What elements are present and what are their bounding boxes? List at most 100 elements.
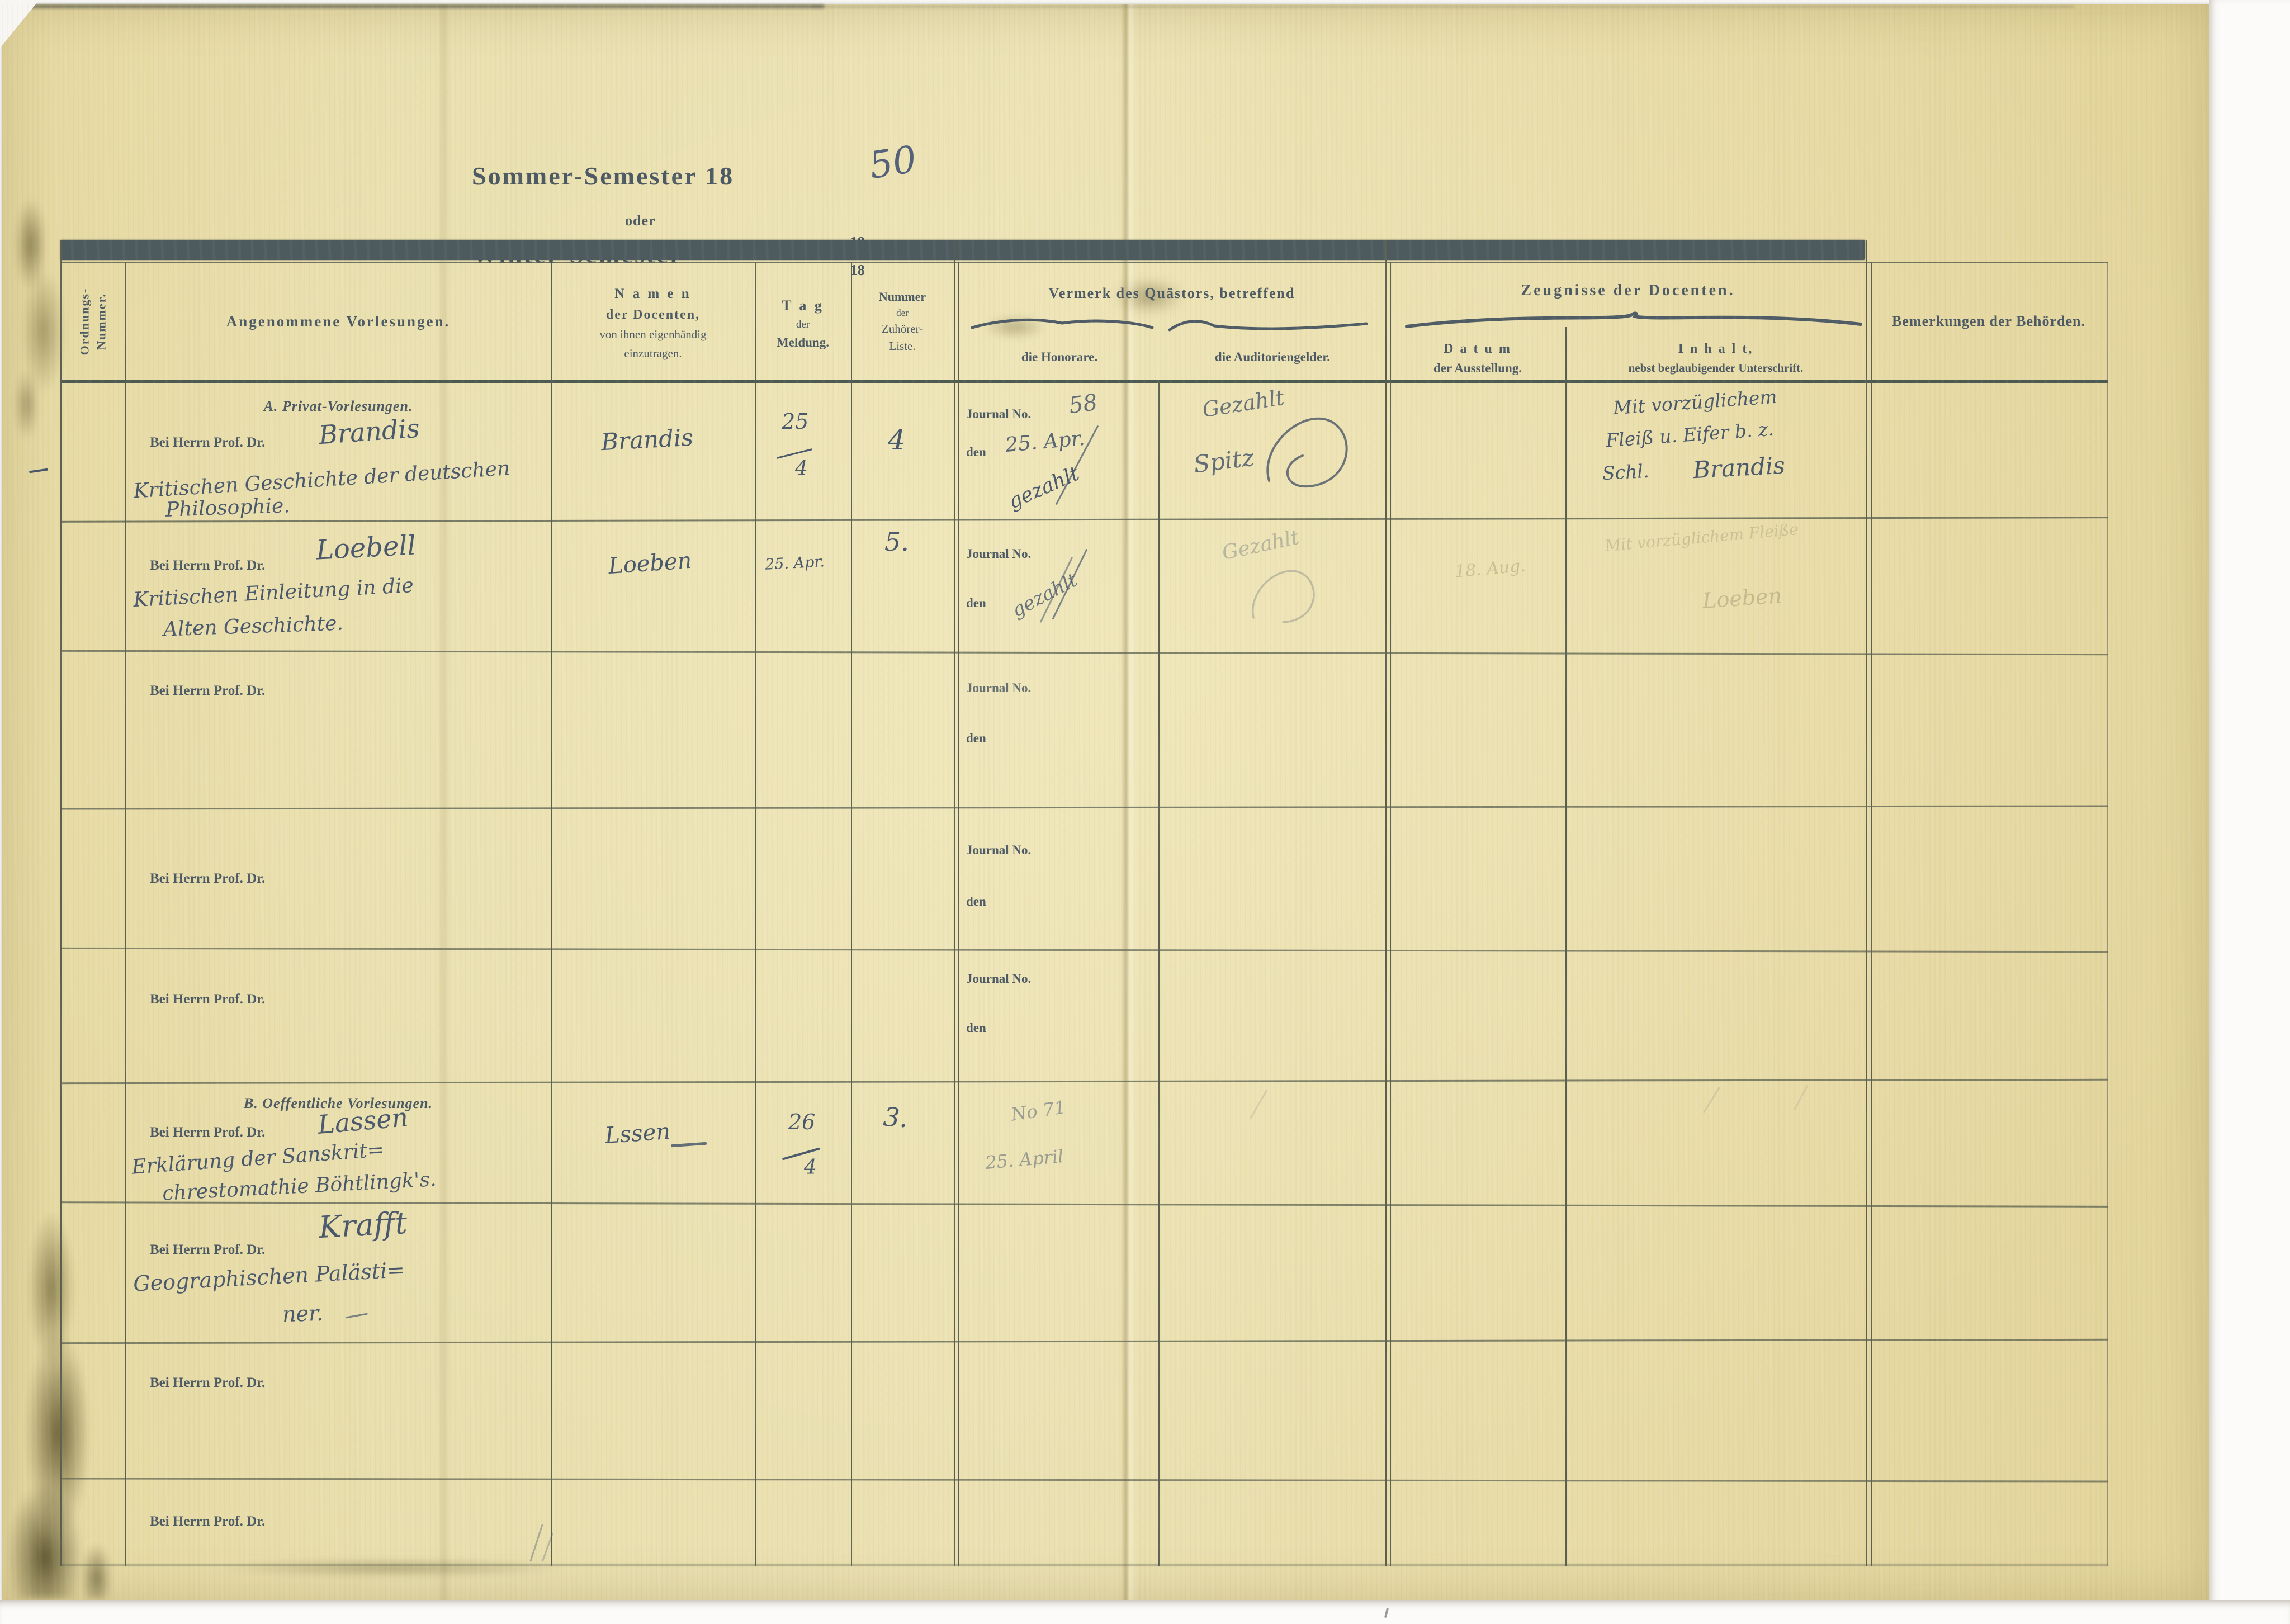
row4-den-label: den — [966, 894, 986, 908]
header-namen-line3: von ihnen eigenhändig — [599, 327, 707, 341]
header-angenommene-vorlesungen: Angenommene Vorlesungen. — [125, 263, 551, 380]
row7-professor-handwritten: Krafft — [318, 1205, 408, 1246]
row6-bei-herrn: Bei Herrn Prof. Dr. — [150, 1125, 266, 1140]
section-a-label: A. Privat-Vorlesungen. — [263, 398, 413, 414]
header-die-auditoriengelder: die Auditoriengelder. — [1163, 343, 1382, 371]
header-vermerk-title: Vermerk des Quästors, betreffend — [1048, 285, 1295, 301]
row5-den-label: den — [966, 1021, 986, 1035]
header-tag-line2: der — [796, 318, 810, 330]
row2-bei-herrn: Bei Herrn Prof. Dr. — [150, 558, 266, 573]
brace-honorare — [971, 318, 1154, 329]
row3-journal-no-label: Journal No. — [966, 681, 1032, 695]
header-die-honorare: die Honorare. — [962, 343, 1157, 371]
header-inhalt-unterschrift: I n h a l t, nebst beglaubigender Unters… — [1565, 334, 1866, 382]
row5-bei-herrn: Bei Herrn Prof. Dr. — [150, 992, 266, 1007]
row6-tag-top: 26 — [788, 1110, 816, 1134]
brace-auditoriengelder — [1168, 320, 1368, 332]
header-tag-line3: Meldung. — [777, 335, 829, 349]
header-datum-line2: der Ausstellung. — [1433, 361, 1522, 375]
title-winter-fraction-bottom: 18 — [850, 262, 865, 278]
col-datum-right — [1565, 327, 1567, 1566]
scan-edge-streak-faint — [811, 6, 2074, 8]
table-top-rule — [60, 262, 2108, 263]
col-nummer-right-a — [954, 240, 955, 1566]
row2-flourish-ghost — [1251, 570, 1315, 623]
row7-bei-herrn: Bei Herrn Prof. Dr. — [150, 1242, 266, 1257]
header-namen-docenten: N a m e n der Docenten, von ihnen eigenh… — [551, 267, 755, 379]
header-zeugnisse-title: Zeugnisse der Docenten. — [1521, 282, 1735, 299]
header-datum-ausstellung: D a t u m der Ausstellung. — [1390, 334, 1565, 382]
row1-tag-top: 25 — [782, 409, 809, 434]
header-namen-line2: der Docenten, — [605, 307, 701, 322]
header-inhalt-line1: I n h a l t, — [1678, 342, 1754, 356]
row2-zuhoerer-nummer: 5. — [884, 527, 909, 557]
row1-inhalt-signature: Brandis — [1692, 451, 1786, 484]
paper-corner-clip — [0, 0, 39, 48]
header-nummer-line4: Liste. — [889, 339, 916, 353]
header-tag-line1: T a g — [782, 297, 824, 314]
table-bottom-rule — [60, 1564, 2108, 1566]
header-nummer-line3: Zuhörer- — [881, 321, 924, 335]
section-b-label: B. Oeffentliche Vorlesungen. — [243, 1095, 433, 1111]
col-vermerk-right-b — [1390, 262, 1391, 1566]
header-honorare-label: die Honorare. — [1021, 350, 1098, 364]
row1-journal-no-value: 58 — [1067, 389, 1099, 419]
col-vermerk-right-a — [1385, 240, 1387, 1566]
row3-bei-herrn: Bei Herrn Prof. Dr. — [150, 683, 266, 698]
header-nummer-line2: der — [896, 307, 909, 318]
row1-signature-flourish — [1266, 417, 1348, 488]
header-tag-meldung: T a g der Meldung. — [755, 272, 851, 375]
scan-background-bottom — [0, 1600, 2290, 1624]
row1-den-label: den — [966, 445, 986, 459]
row9-bei-herrn: Bei Herrn Prof. Dr. — [150, 1514, 266, 1529]
row2-tag-value: 25. Apr. — [764, 553, 825, 574]
header-bemerkungen: Bemerkungen der Behörden. — [1871, 263, 2107, 380]
row6-docent-signature: Lssen — [604, 1118, 671, 1149]
section-b-heading: B. Oeffentliche Vorlesungen. — [125, 1091, 551, 1116]
row4-journal-no-label: Journal No. — [966, 843, 1032, 857]
title-sommer-semester: Sommer-Semester 18 — [472, 162, 735, 190]
row1-bei-herrn: Bei Herrn Prof. Dr. — [150, 435, 266, 450]
scan-background-right — [2209, 0, 2290, 1624]
header-vermerk-quaestor: Vermerk des Quästors, betreffend — [958, 274, 1385, 313]
header-ordnungs-line2: Nummer. — [94, 293, 108, 350]
row8-bei-herrn: Bei Herrn Prof. Dr. — [150, 1375, 266, 1390]
table-right-border — [2107, 262, 2108, 1566]
row6-zuhoerer-nummer: 3. — [882, 1101, 909, 1134]
header-vorlesungen-label: Angenommene Vorlesungen. — [226, 313, 451, 330]
row3-den-label: den — [966, 731, 986, 745]
header-zeugnisse: Zeugnisse der Docenten. — [1390, 273, 1866, 309]
paper-sheet — [2, 4, 2209, 1600]
row1-journal-no-label: Journal No. — [966, 407, 1032, 421]
header-ordnungs-line1: Ordnungs- — [77, 287, 91, 356]
col-honorare-right — [1158, 381, 1160, 1566]
col-vorlesungen-right — [551, 262, 552, 1566]
row1-tag-bottom: 4 — [795, 457, 808, 480]
header-datum-line1: D a t u m — [1444, 341, 1512, 356]
row7-course-line2: ner. — [282, 1300, 324, 1327]
scan-edge-streak — [31, 4, 825, 8]
section-a-heading: A. Privat-Vorlesungen. — [125, 394, 551, 419]
row1-docent-signature: Brandis — [600, 423, 694, 456]
brace-zeugnisse — [1405, 311, 1862, 328]
col-zeugnisse-right-a — [1866, 240, 1867, 1566]
row2-journal-no-label: Journal No. — [966, 547, 1032, 561]
row1-inhalt-line3: Schl. — [1602, 460, 1650, 485]
row1-course-line2: Philosophie. — [165, 494, 291, 522]
col-zeugnisse-right-b — [1871, 262, 1872, 1566]
row6-tag-bottom: 4 — [804, 1156, 817, 1179]
header-bemerkungen-label: Bemerkungen der Behörden. — [1892, 313, 2085, 329]
row2-den-label: den — [966, 596, 986, 610]
header-top-band — [60, 240, 1865, 260]
header-ordnungsnummer: Ordnungs- Nummer. — [60, 263, 125, 380]
col-tag-right — [851, 262, 852, 1566]
header-namen-line4: einzutragen. — [624, 346, 682, 360]
header-inhalt-line2: nebst beglaubigender Unterschrift. — [1628, 361, 1804, 375]
col-namen-right — [755, 262, 756, 1566]
col-nummer-right-b — [958, 262, 959, 1566]
row5-journal-no-label: Journal No. — [966, 972, 1032, 986]
title-oder: oder — [625, 212, 656, 229]
header-auditoriengelder-label: die Auditoriengelder. — [1214, 350, 1331, 364]
row2-professor-handwritten: Loebell — [315, 529, 417, 566]
